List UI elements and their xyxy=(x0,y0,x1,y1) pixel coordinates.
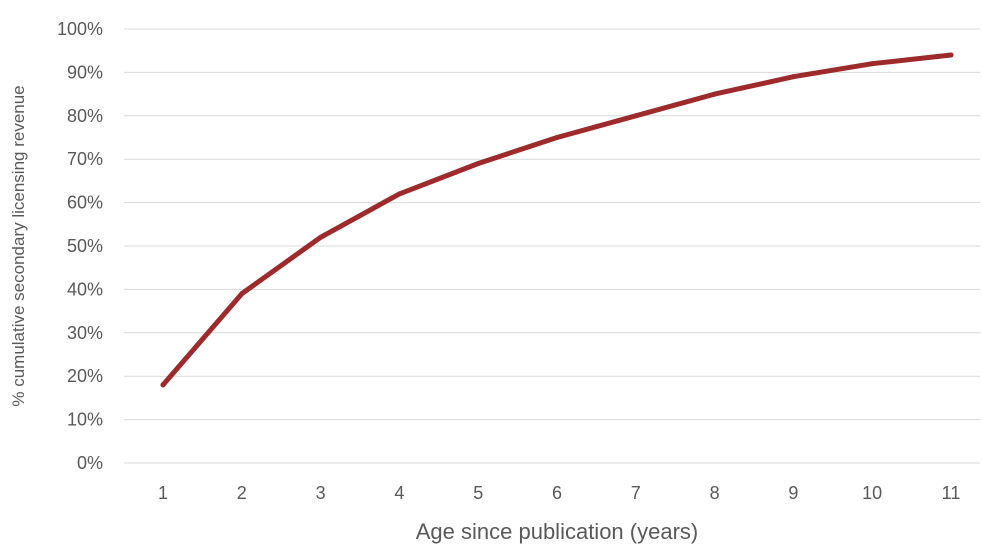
x-axis-label: Age since publication (years) xyxy=(416,519,698,544)
data-point xyxy=(160,382,166,388)
x-tick-label: 2 xyxy=(237,483,247,503)
data-point xyxy=(633,113,639,119)
y-tick-label: 70% xyxy=(67,149,103,169)
x-axis-tick-labels: 1 2 3 4 5 6 7 8 9 10 11 xyxy=(158,483,960,503)
data-point xyxy=(712,91,718,97)
x-tick-label: 6 xyxy=(552,483,562,503)
x-tick-label: 5 xyxy=(473,483,483,503)
y-tick-label: 60% xyxy=(67,193,103,213)
data-point xyxy=(239,291,245,297)
gridlines xyxy=(124,28,980,464)
y-tick-label: 100% xyxy=(57,19,103,39)
series-layer xyxy=(160,52,954,388)
y-tick-label: 90% xyxy=(67,62,103,82)
data-point xyxy=(554,135,560,140)
data-point xyxy=(318,234,324,240)
y-axis-tick-labels: 0% 10% 20% 30% 40% 50% 60% 70% 80% 90% 100% xyxy=(57,19,103,473)
x-tick-label: 4 xyxy=(394,483,404,503)
y-tick-label: 10% xyxy=(67,410,103,430)
y-tick-label: 80% xyxy=(67,106,103,126)
x-tick-label: 3 xyxy=(316,483,326,503)
data-point xyxy=(396,191,402,197)
data-point xyxy=(475,161,481,167)
y-tick-label: 0% xyxy=(77,453,103,473)
x-tick-label: 1 xyxy=(158,483,168,503)
x-tick-label: 9 xyxy=(788,483,798,503)
series-line-0 xyxy=(160,52,954,388)
x-tick-label: 10 xyxy=(862,483,882,503)
y-tick-label: 30% xyxy=(67,323,103,343)
data-point xyxy=(948,52,954,58)
x-tick-label: 7 xyxy=(631,483,641,503)
y-tick-label: 40% xyxy=(67,279,103,299)
y-axis-label: % cumulative secondary licensing revenue xyxy=(9,85,28,406)
x-tick-label: 8 xyxy=(710,483,720,503)
x-tick-label: 11 xyxy=(942,483,961,503)
data-point xyxy=(790,74,796,80)
y-tick-label: 50% xyxy=(67,236,103,256)
data-point xyxy=(869,61,875,67)
y-tick-label: 20% xyxy=(67,366,103,386)
